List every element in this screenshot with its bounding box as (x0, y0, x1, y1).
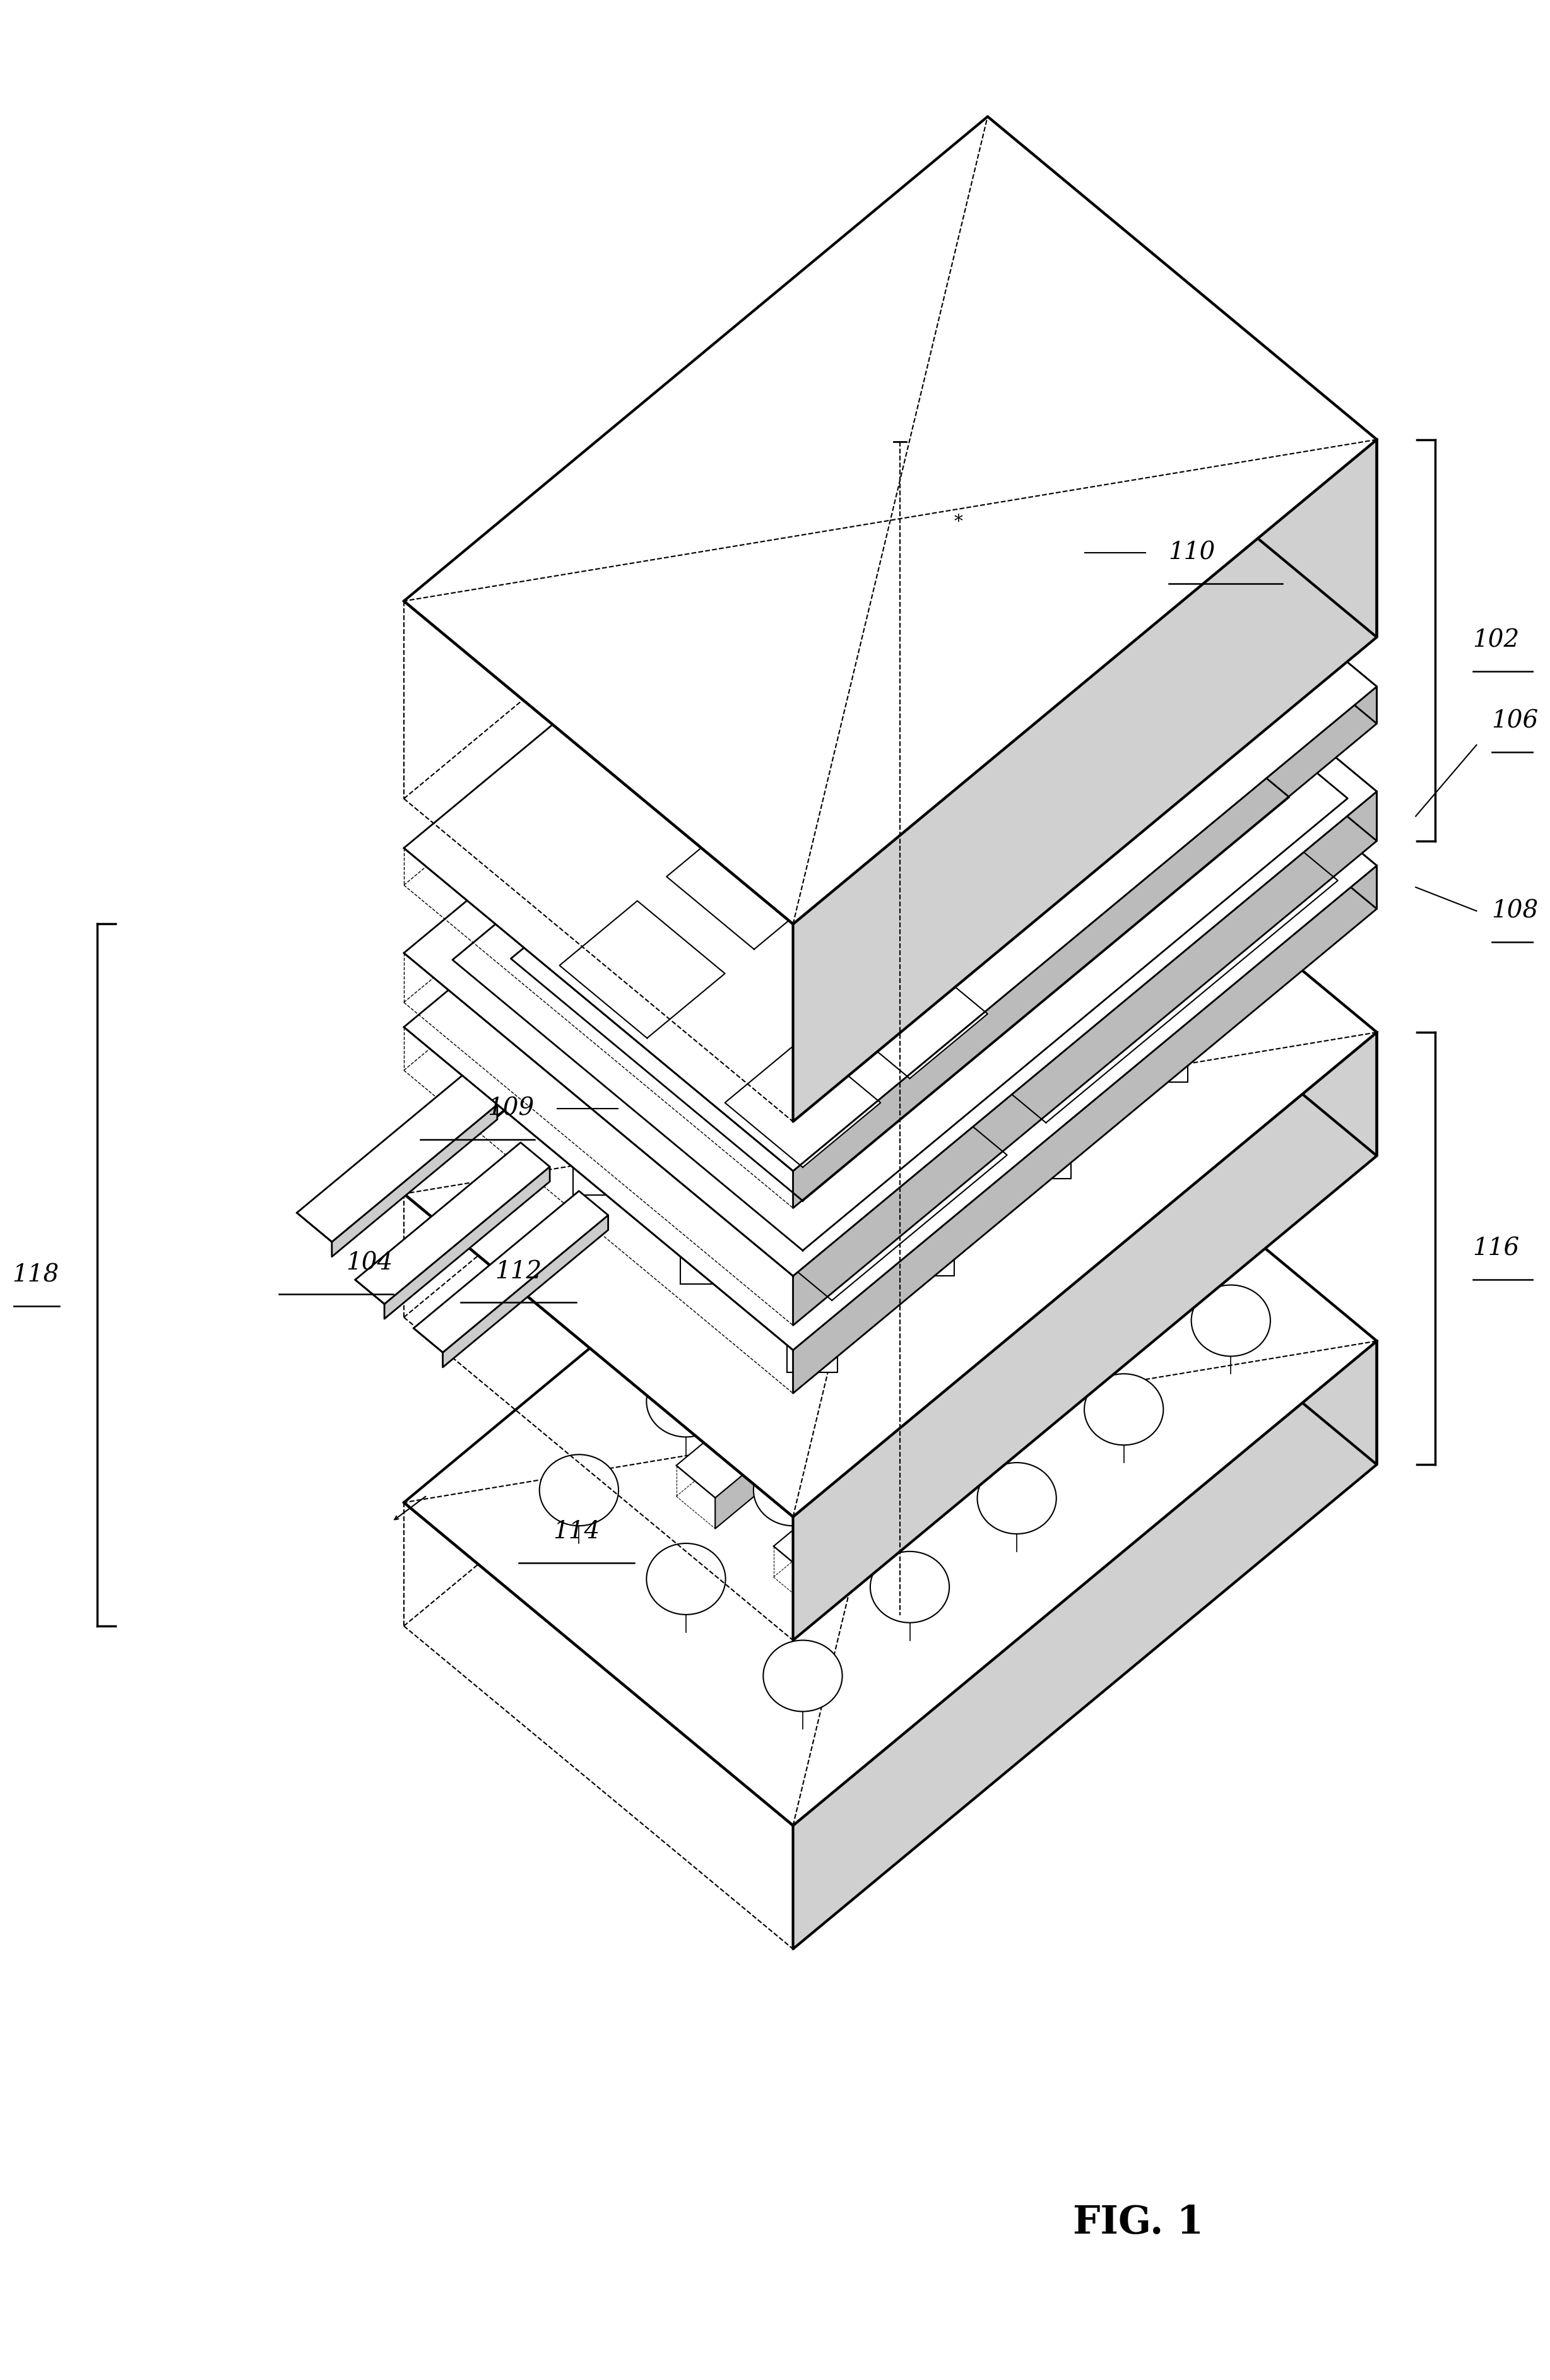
Polygon shape (794, 1033, 1376, 1640)
Polygon shape (1031, 952, 1080, 992)
Polygon shape (560, 902, 725, 1038)
Polygon shape (676, 1026, 1008, 1299)
Ellipse shape (976, 1464, 1056, 1533)
Polygon shape (987, 117, 1376, 638)
Polygon shape (332, 1104, 498, 1257)
Polygon shape (904, 1233, 955, 1276)
Polygon shape (987, 1019, 1376, 1464)
Ellipse shape (860, 1366, 939, 1438)
Ellipse shape (1085, 1373, 1164, 1445)
Polygon shape (574, 1152, 623, 1195)
Polygon shape (680, 1242, 730, 1283)
Text: 102: 102 (1472, 628, 1519, 652)
Polygon shape (787, 1330, 837, 1373)
Polygon shape (725, 1038, 880, 1166)
Polygon shape (794, 793, 1376, 1326)
Polygon shape (296, 1076, 498, 1242)
Polygon shape (797, 1145, 848, 1188)
Text: *: * (955, 514, 963, 531)
Polygon shape (715, 1240, 1026, 1528)
Polygon shape (773, 1288, 1124, 1578)
Polygon shape (384, 1166, 550, 1319)
Text: 110: 110 (1169, 540, 1215, 564)
Ellipse shape (753, 1454, 832, 1526)
Polygon shape (414, 1190, 608, 1352)
Polygon shape (405, 1019, 1376, 1825)
Text: 108: 108 (1491, 900, 1539, 923)
Text: 112: 112 (494, 1259, 541, 1283)
Ellipse shape (870, 1552, 949, 1623)
Polygon shape (794, 685, 1376, 1209)
Text: 106: 106 (1491, 709, 1539, 733)
Polygon shape (696, 590, 1153, 969)
Ellipse shape (539, 1454, 618, 1526)
Polygon shape (987, 469, 1376, 840)
Text: 109: 109 (487, 1097, 535, 1121)
Polygon shape (803, 1297, 997, 1457)
Polygon shape (405, 543, 1376, 1349)
Ellipse shape (860, 1188, 939, 1259)
Ellipse shape (967, 1278, 1046, 1347)
Polygon shape (666, 812, 832, 950)
Polygon shape (405, 364, 1376, 1171)
Polygon shape (405, 709, 1376, 1516)
Polygon shape (842, 1297, 997, 1457)
Polygon shape (924, 862, 973, 904)
Polygon shape (794, 1340, 1376, 1949)
Polygon shape (794, 440, 1376, 1121)
Polygon shape (1085, 1288, 1124, 1352)
Text: 104: 104 (346, 1252, 392, 1276)
Polygon shape (958, 1426, 997, 1488)
Polygon shape (987, 709, 1376, 1157)
Polygon shape (511, 555, 1290, 1202)
Ellipse shape (646, 1542, 725, 1614)
Polygon shape (832, 950, 987, 1078)
Text: FIG. 1: FIG. 1 (1073, 2204, 1204, 2242)
Text: 118: 118 (12, 1264, 59, 1288)
Polygon shape (913, 1047, 964, 1090)
Polygon shape (794, 866, 1376, 1392)
Ellipse shape (763, 1640, 842, 1711)
Polygon shape (355, 1142, 550, 1304)
Polygon shape (676, 1207, 1026, 1497)
Polygon shape (806, 959, 857, 1002)
Polygon shape (443, 1216, 608, 1366)
Ellipse shape (1192, 1285, 1271, 1357)
Polygon shape (812, 1321, 1124, 1609)
Text: 114: 114 (553, 1521, 600, 1545)
Polygon shape (453, 507, 1347, 1250)
Ellipse shape (646, 1366, 725, 1438)
Polygon shape (987, 1207, 1026, 1271)
Polygon shape (482, 864, 822, 1147)
Polygon shape (987, 543, 1376, 909)
Ellipse shape (1074, 1188, 1153, 1259)
Text: 116: 116 (1472, 1238, 1519, 1259)
Polygon shape (1138, 1040, 1187, 1083)
Polygon shape (987, 364, 1376, 724)
Polygon shape (1021, 1138, 1071, 1178)
Polygon shape (890, 752, 1338, 1123)
Ellipse shape (967, 1100, 1046, 1171)
Polygon shape (405, 469, 1376, 1276)
Ellipse shape (753, 1278, 832, 1347)
Polygon shape (405, 117, 1376, 923)
Polygon shape (690, 1057, 741, 1097)
